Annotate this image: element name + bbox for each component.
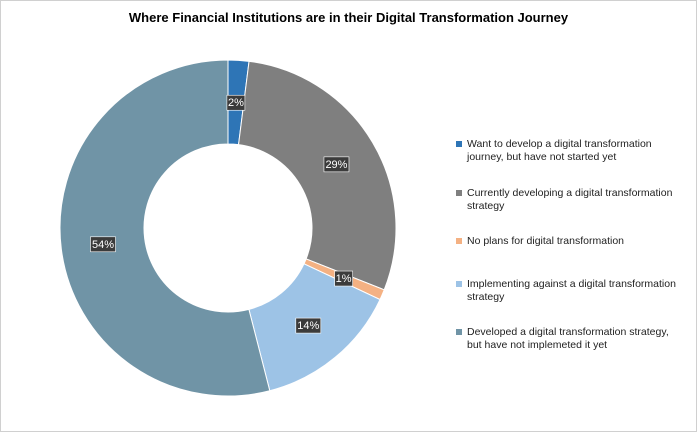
legend-label: Implementing against a digital transform… bbox=[467, 278, 676, 303]
legend-label: No plans for digital transformation bbox=[467, 235, 624, 247]
legend-label: Currently developing a digital transform… bbox=[467, 187, 673, 212]
data-label-text: 29% bbox=[325, 159, 347, 171]
data-label-developing-strategy: 29% bbox=[323, 156, 350, 173]
data-label-no-plans: 1% bbox=[334, 270, 353, 287]
data-label-developed-not-implemented: 54% bbox=[90, 236, 116, 253]
slice-developed-not-implemented bbox=[59, 59, 271, 397]
data-label-implementing: 14% bbox=[295, 317, 322, 334]
data-label-box bbox=[323, 156, 350, 173]
legend-label: Developed a digital transformation strat… bbox=[467, 326, 669, 351]
legend-swatch bbox=[456, 190, 462, 196]
legend-item-no-plans: No plans for digital transformation bbox=[456, 235, 686, 248]
legend-swatch bbox=[456, 238, 462, 244]
data-label-text: 1% bbox=[336, 273, 352, 285]
data-label-not-started: 2% bbox=[226, 94, 246, 111]
legend-swatch bbox=[456, 141, 462, 147]
legend-swatch bbox=[456, 281, 462, 287]
data-labels: 2% 29% 1% 14% 54% bbox=[90, 94, 353, 334]
data-label-box bbox=[226, 94, 246, 111]
data-label-box bbox=[334, 270, 353, 287]
legend-label: Want to develop a digital transformation… bbox=[467, 138, 652, 163]
legend-swatch bbox=[456, 329, 462, 335]
slice-developing-strategy bbox=[237, 60, 397, 291]
data-label-text: 14% bbox=[297, 320, 319, 332]
data-label-text: 54% bbox=[92, 239, 114, 251]
data-label-text: 2% bbox=[228, 97, 244, 109]
legend-item-developed-not-implemented: Developed a digital transformation strat… bbox=[456, 326, 686, 352]
legend-item-developing-strategy: Currently developing a digital transform… bbox=[456, 187, 686, 213]
data-label-box bbox=[295, 317, 322, 334]
data-label-box bbox=[90, 236, 116, 253]
legend-item-implementing: Implementing against a digital transform… bbox=[456, 278, 686, 304]
legend-item-not-started: Want to develop a digital transformation… bbox=[456, 138, 686, 164]
chart-title: Where Financial Institutions are in thei… bbox=[128, 10, 569, 25]
chart-legend: Want to develop a digital transformation… bbox=[456, 138, 686, 352]
